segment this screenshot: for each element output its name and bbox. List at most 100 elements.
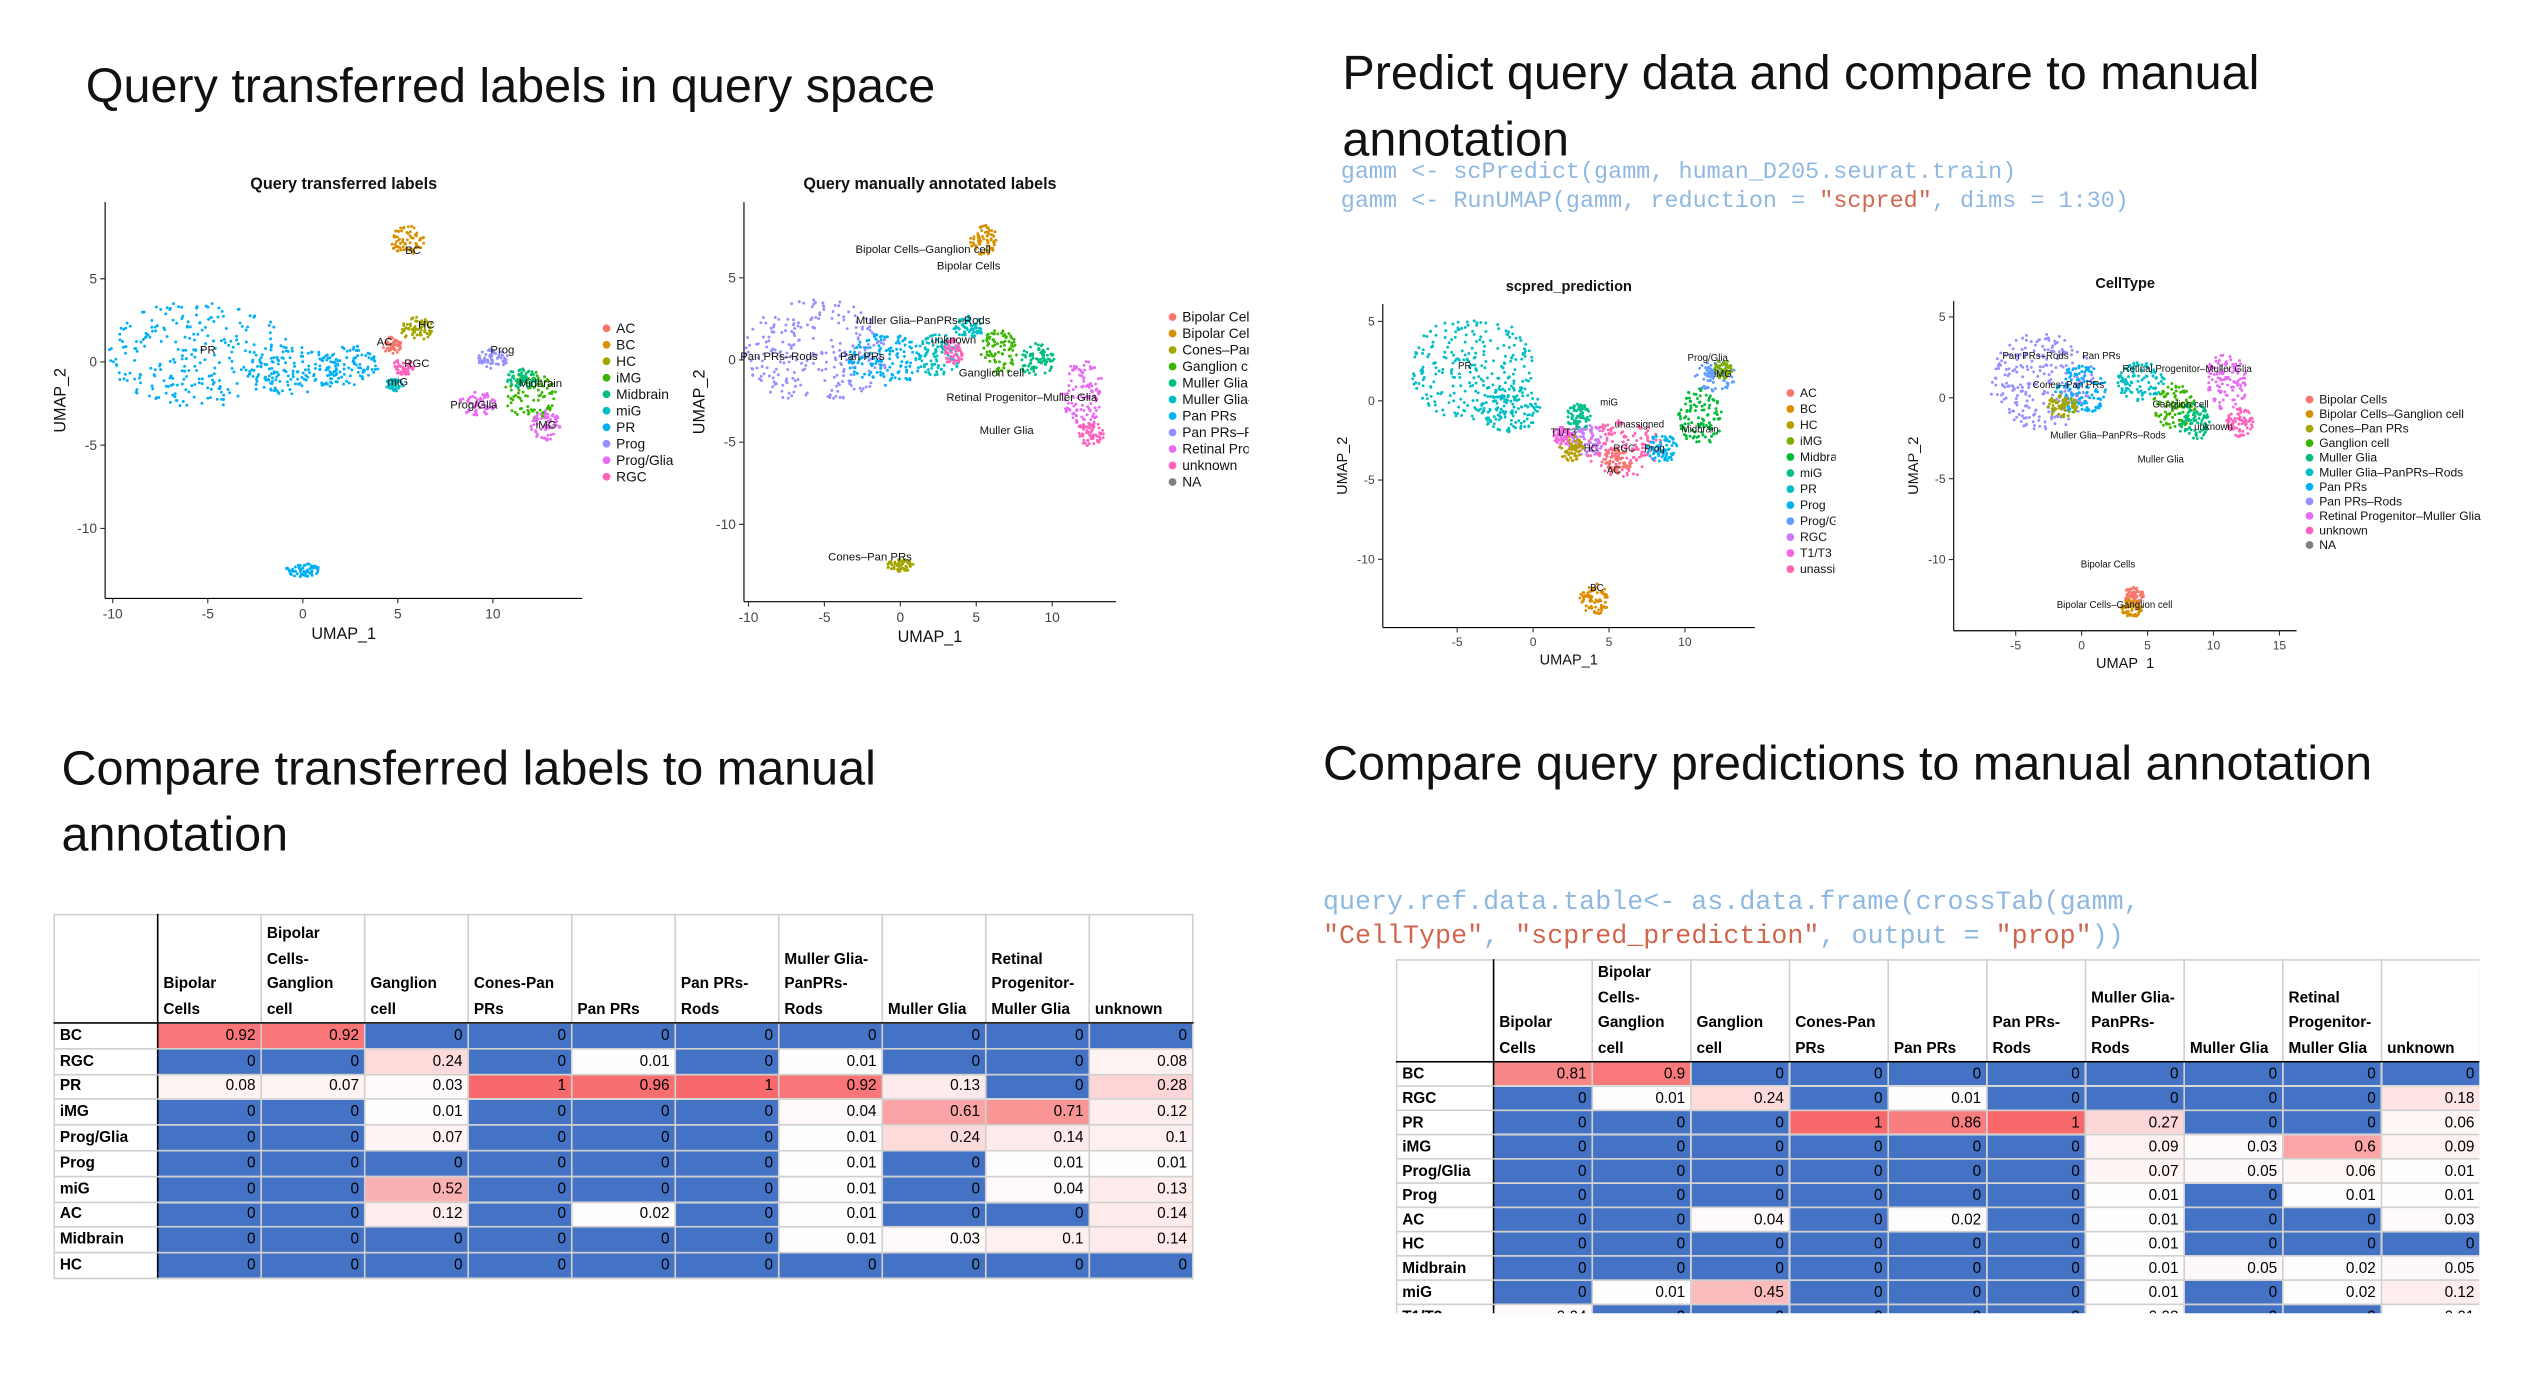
cell-point — [1657, 459, 1661, 463]
cell-point — [264, 378, 268, 382]
cell-point — [1094, 409, 1098, 412]
cell-point — [2080, 403, 2083, 407]
cell-point — [306, 351, 310, 355]
cell-point — [837, 321, 841, 325]
cell-point — [2136, 590, 2140, 594]
cell-point — [2031, 420, 2035, 424]
cell-point — [520, 399, 523, 403]
cell-point — [168, 359, 172, 363]
cell-point — [1722, 360, 1726, 364]
cell-point — [2186, 405, 2190, 409]
table-cell: 0.07 — [260, 1073, 366, 1101]
cell-point — [342, 347, 346, 351]
cell-point — [2245, 426, 2249, 430]
cell-point — [2128, 363, 2132, 367]
x-tick-label: 5 — [972, 610, 980, 625]
cell-point — [1093, 396, 1097, 400]
cell-point — [2049, 415, 2053, 419]
cell-point — [1021, 368, 1025, 372]
cell-point — [824, 367, 828, 371]
cell-point — [1716, 359, 1720, 363]
cell-point — [890, 562, 894, 566]
cell-point — [2047, 338, 2051, 342]
cell-point — [337, 376, 341, 380]
cell-point — [415, 231, 419, 235]
cell-point — [2047, 373, 2051, 377]
row-header: BC — [1395, 1060, 1495, 1087]
row-header: Prog — [53, 1149, 159, 1178]
cell-point — [222, 337, 226, 341]
cell-point — [909, 361, 913, 365]
cell-point — [2139, 389, 2143, 393]
cell-point — [2032, 349, 2036, 353]
cell-point — [982, 237, 986, 241]
cell-point — [811, 351, 815, 355]
cluster-label: Bipolar Cells — [937, 261, 1001, 273]
cell-point — [2242, 410, 2246, 414]
cell-point — [1026, 368, 1030, 372]
cell-point — [184, 388, 188, 392]
table-cell: 0.27 — [2084, 1109, 2185, 1136]
cell-point — [2163, 417, 2166, 421]
table-cell: 0.86 — [1887, 1109, 1988, 1136]
row-header: iMG — [1395, 1133, 1495, 1160]
cell-point — [2050, 407, 2054, 411]
cell-point — [2056, 415, 2060, 419]
legend-label: Pan PRs–Rods — [2319, 494, 2402, 508]
cell-point — [2121, 610, 2125, 614]
cell-point — [2214, 356, 2218, 360]
cell-point — [410, 317, 414, 321]
cell-point — [1030, 367, 1034, 371]
cell-point — [951, 347, 955, 351]
cell-point — [150, 325, 154, 329]
cell-point — [1032, 369, 1036, 373]
cell-point — [2005, 381, 2009, 385]
legend-label: miG — [1800, 466, 1822, 480]
cell-point — [1463, 353, 1467, 357]
cell-point — [285, 380, 289, 384]
legend-label: unknown — [1182, 458, 1237, 473]
cell-point — [395, 350, 399, 354]
cell-point — [1457, 405, 1461, 409]
cell-point — [2075, 406, 2079, 410]
cell-point — [985, 333, 989, 337]
cell-point — [1412, 374, 1416, 378]
cell-point — [910, 371, 914, 375]
cell-point — [1503, 415, 1507, 419]
cell-point — [845, 358, 849, 362]
cell-point — [1711, 371, 1715, 374]
cell-point — [1080, 370, 1084, 374]
cell-point — [793, 334, 797, 338]
cell-point — [1530, 414, 1534, 417]
cell-point — [482, 360, 486, 364]
cell-point — [1503, 381, 1507, 385]
x-tick-label: -5 — [202, 607, 215, 622]
cell-point — [2083, 408, 2087, 412]
cell-point — [1003, 362, 1007, 366]
cell-point — [958, 318, 962, 322]
cell-point — [1572, 445, 1575, 448]
cell-point — [385, 379, 389, 383]
cell-point — [1605, 438, 1609, 442]
cell-point — [820, 368, 824, 372]
cell-point — [1013, 343, 1017, 347]
cell-point — [869, 381, 873, 385]
cell-point — [1502, 400, 1506, 404]
cell-point — [1516, 407, 1520, 410]
cell-point — [2185, 389, 2189, 393]
table-cell: 0 — [1690, 1157, 1791, 1184]
cell-point — [1499, 416, 1503, 420]
table-cell: 0 — [2282, 1085, 2383, 1112]
cell-point — [793, 326, 797, 330]
cell-point — [1472, 417, 1476, 421]
cell-point — [1101, 428, 1105, 432]
legend-key — [1786, 469, 1795, 477]
cell-point — [532, 423, 536, 427]
cell-point — [2124, 386, 2128, 390]
cell-point — [274, 378, 278, 382]
cell-point — [1640, 443, 1644, 446]
cell-point — [2241, 381, 2245, 385]
cell-point — [1995, 357, 1999, 361]
cell-point — [411, 332, 415, 336]
cell-point — [987, 228, 991, 232]
